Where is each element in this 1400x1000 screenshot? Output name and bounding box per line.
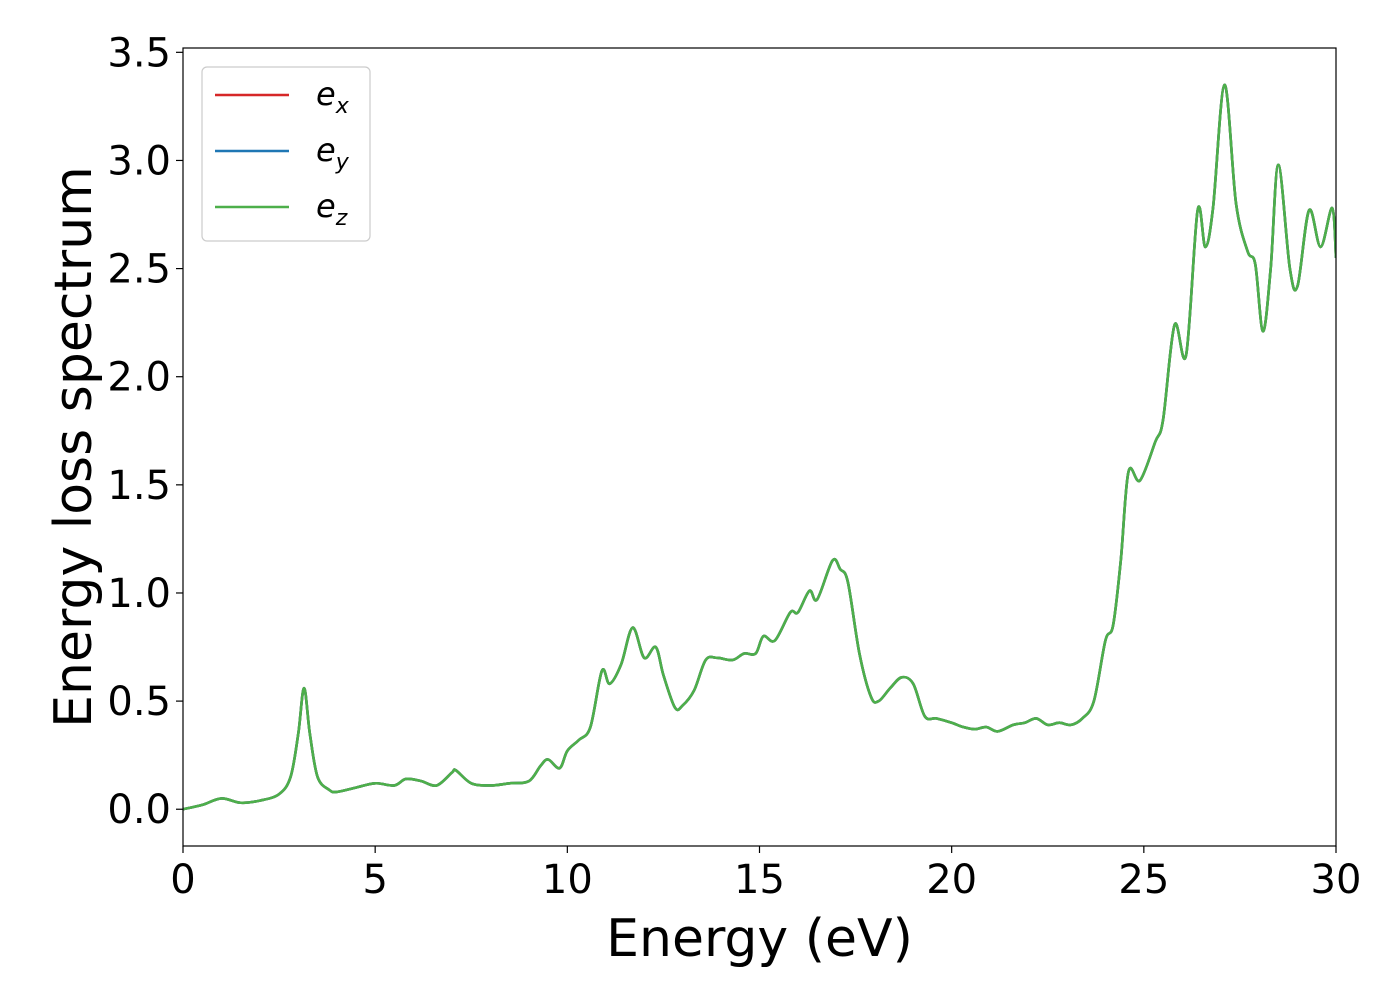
- y-tick-label: 1.0: [107, 571, 171, 617]
- legend-label: ey: [316, 131, 350, 175]
- x-tick-label: 30: [1311, 857, 1362, 903]
- legend-entry-ex: ex: [215, 75, 350, 119]
- series-lines: [183, 83, 1336, 811]
- y-axis-label: Energy loss spectrum: [44, 166, 104, 728]
- legend-entry-ey: ey: [215, 131, 350, 175]
- y-tick-label: 0.0: [107, 787, 171, 833]
- y-tick-label: 3.5: [107, 30, 171, 76]
- x-tick-label: 5: [362, 857, 387, 903]
- x-tick-label: 0: [170, 857, 195, 903]
- y-tick-label: 2.0: [107, 355, 171, 401]
- x-axis-label: Energy (eV): [606, 909, 913, 969]
- legend-entry-ez: ez: [215, 187, 348, 231]
- y-tick-label: 0.5: [107, 679, 171, 725]
- y-tick-label: 2.5: [107, 247, 171, 293]
- x-tick-label: 20: [926, 857, 977, 903]
- x-tick-label: 10: [542, 857, 593, 903]
- legend: ex ey ez: [201, 66, 371, 242]
- legend-box: [201, 66, 371, 242]
- y-tick-label: 3.0: [107, 138, 171, 184]
- legend-label: ez: [316, 187, 348, 231]
- axis-ticks: 0 5 10 15 20 25 30 0.0 0.5 1.0 1.5 2.0 2.5 3.0 3.5: [107, 30, 1361, 903]
- legend-label: ex: [316, 75, 350, 119]
- series-line-ez: [183, 83, 1336, 811]
- x-tick-label: 25: [1118, 857, 1169, 903]
- y-tick-label: 1.5: [107, 463, 171, 509]
- x-tick-label: 15: [734, 857, 785, 903]
